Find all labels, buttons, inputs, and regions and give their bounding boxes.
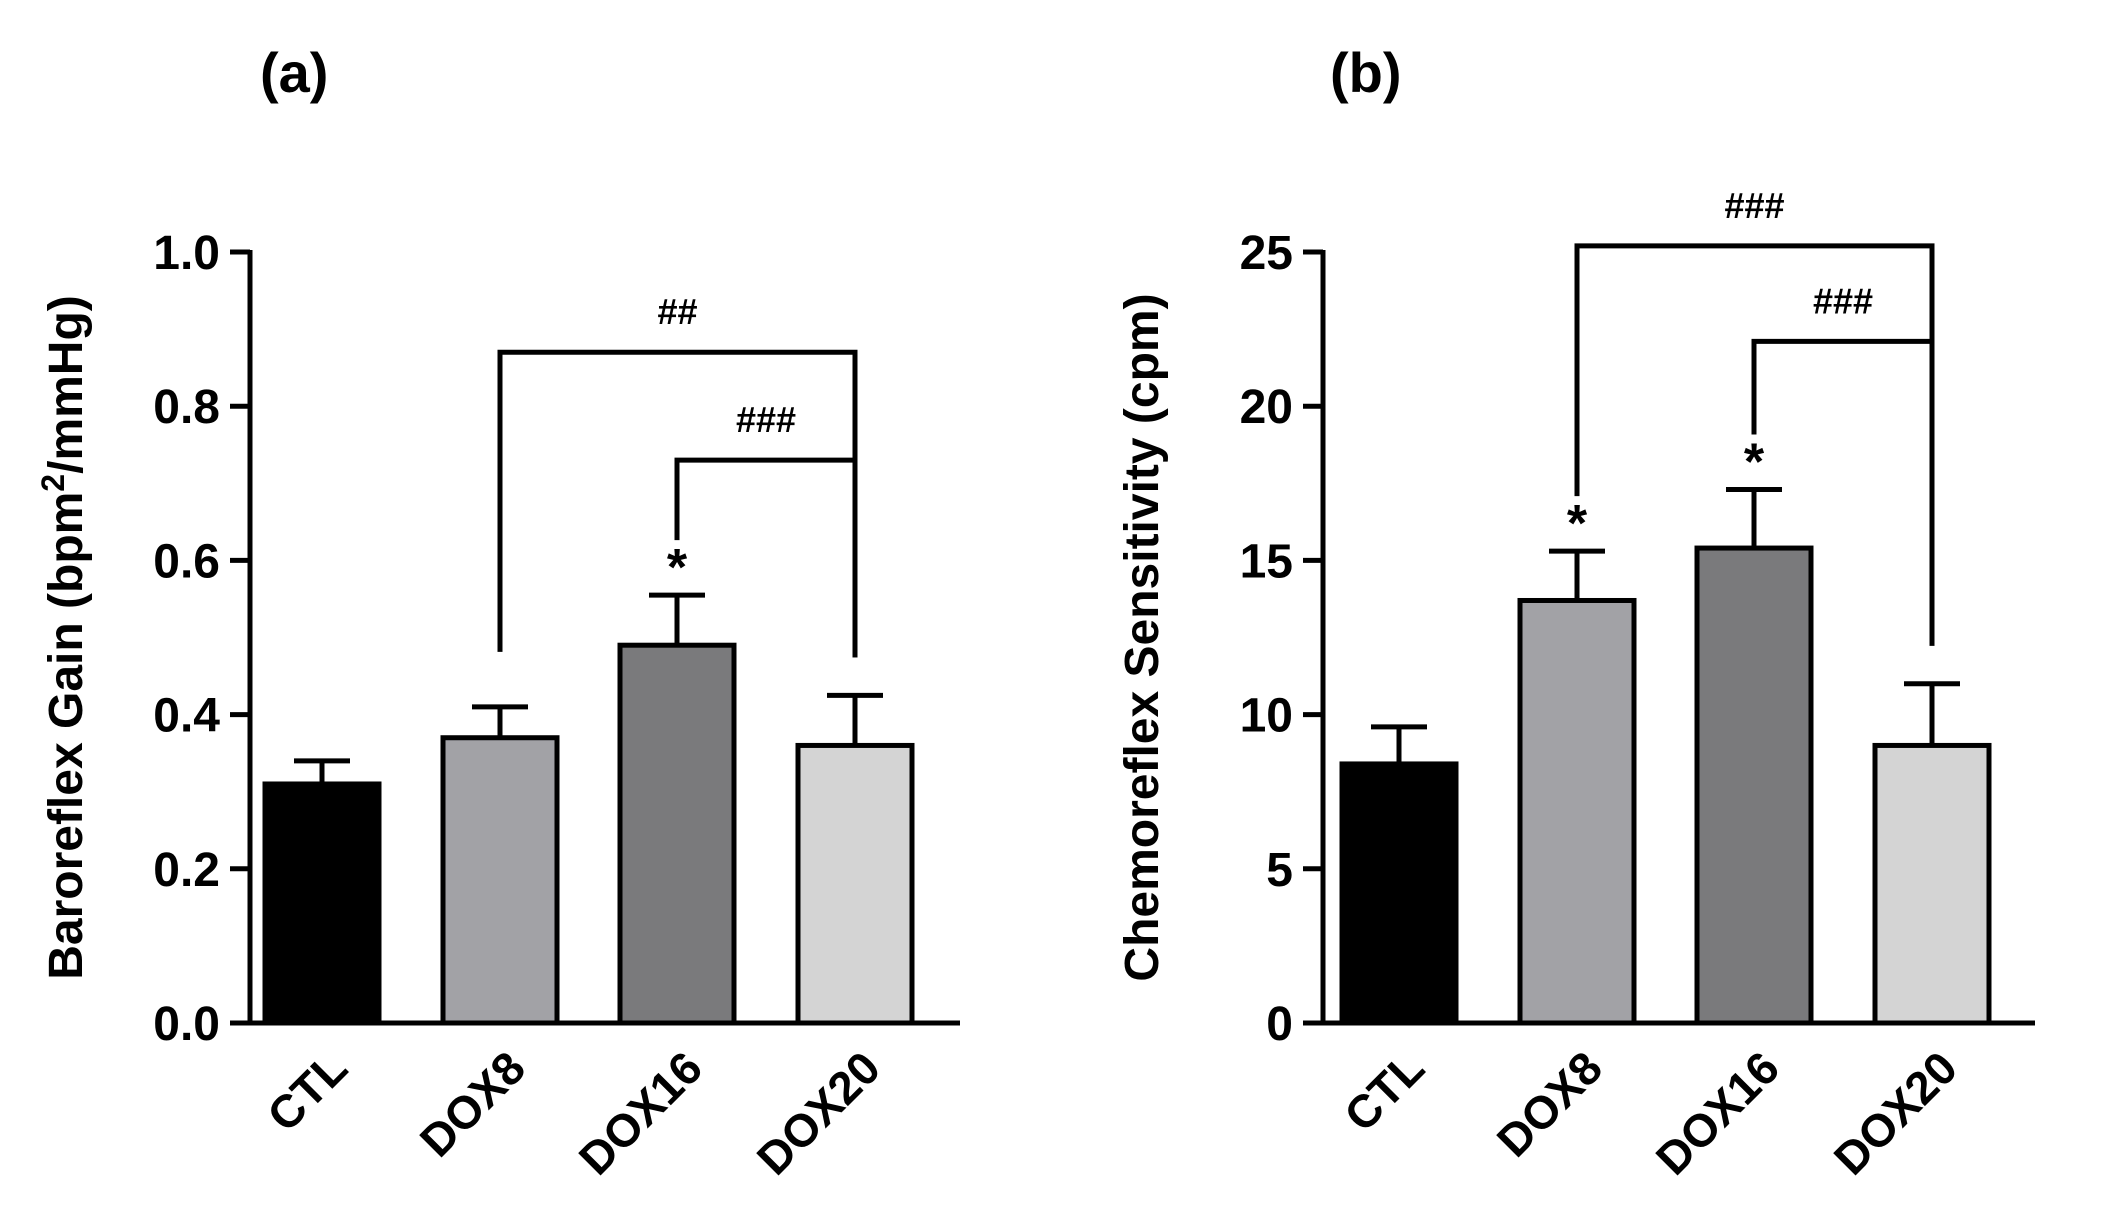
x-tick-label: CTL [1334,1041,1434,1141]
x-tick-label: DOX8 [410,1041,535,1166]
x-tick-label: DOX8 [1487,1041,1612,1166]
panel-label: (b) [1330,41,1402,104]
bar-dox8 [1517,597,1637,1026]
chart-panel-b: (b) 0 5 10 15 20 25 Chemoreflex Sensitivity (cp… [1116,41,2035,1185]
y-tick-label: 10 [1240,690,1293,743]
y-tick-label: 0.4 [153,690,220,743]
panel-label: (a) [260,41,328,104]
y-tick-label: 1.0 [153,227,220,280]
y-axis-title: Baroreflex Gain (bpm2/mmHg) [35,295,93,980]
y-axis-title: Chemoreflex Sensitivity (cpm) [1116,293,1169,981]
significance-star: * [1744,433,1765,491]
comparison-bracket [1751,338,1935,646]
y-tick-label: 0.0 [153,998,220,1051]
comparison-label: ## [657,291,697,332]
y-tick-label: 0.8 [153,381,220,434]
bar-dox20 [1872,742,1992,1026]
y-axis-title-superscript: 2 [35,474,71,492]
y-tick-label: 0 [1266,998,1293,1051]
y-tick-label: 20 [1240,381,1293,434]
bar-ctl [1339,761,1459,1026]
comparison-bracket [674,457,858,658]
y-tick-label: 25 [1240,227,1293,280]
y-axis-title-text-end: /mmHg) [40,295,93,474]
comparison-label: ### [1724,185,1784,226]
bar-dox8 [440,735,560,1026]
y-tick-label: 15 [1240,535,1293,588]
comparison-label: ### [1813,280,1873,321]
y-tick-label: 0.2 [153,844,220,897]
x-tick-label: DOX20 [1824,1041,1967,1184]
comparison-label: ### [736,399,796,440]
y-tick-label: 5 [1266,844,1293,897]
bar-dox20 [795,742,915,1026]
significance-star: * [667,539,688,597]
significance-star: * [1567,495,1588,553]
bar-ctl [262,781,382,1026]
y-tick-label: 0.6 [153,535,220,588]
x-tick-label: CTL [257,1041,357,1141]
bar-dox16 [1694,545,1814,1026]
chart-panel-a: (a) 0.0 0.2 0.4 0.6 0.8 1.0 Baroreflex Gain (bp… [35,41,960,1185]
x-tick-label: DOX16 [569,1041,712,1184]
x-tick-label: DOX20 [747,1041,890,1184]
y-axis-title-text: Baroreflex Gain (bpm [40,492,93,980]
x-tick-label: DOX16 [1646,1041,1789,1184]
bar-dox16 [617,642,737,1026]
y-axis-title-text: Chemoreflex Sensitivity (cpm) [1116,293,1169,981]
